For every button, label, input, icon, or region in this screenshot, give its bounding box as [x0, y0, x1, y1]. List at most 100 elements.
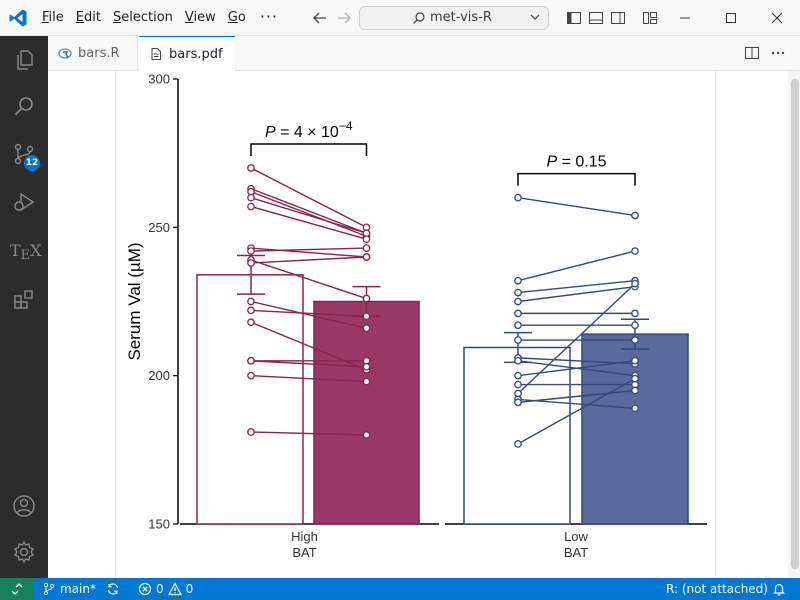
r-file-icon [58, 47, 72, 59]
notifications-button[interactable] [772, 578, 786, 600]
tab-label: bars.R [78, 46, 120, 61]
problems-indicator[interactable]: 0 0 [138, 578, 193, 600]
extensions-icon[interactable] [12, 288, 36, 312]
remote-icon [11, 583, 23, 595]
paired-line [250, 321, 367, 371]
menu-more-button[interactable]: ··· [259, 7, 279, 26]
data-point [514, 276, 522, 285]
data-point [514, 371, 522, 380]
search-icon[interactable] [12, 94, 36, 118]
paired-line [517, 283, 636, 394]
data-point [514, 288, 522, 297]
branch-indicator[interactable]: main* [42, 578, 96, 600]
data-point [247, 318, 255, 327]
status-bar: main* 0 0 R: (not attached) [0, 578, 800, 600]
activity-bar: 12 TEX [0, 36, 48, 578]
source-control-icon[interactable] [12, 142, 36, 166]
paired-line [250, 247, 367, 252]
toggle-secondary-sidebar-icon[interactable] [610, 10, 626, 26]
search-icon [413, 12, 425, 24]
editor-area: 150 200 250 300 Serum Val (µM) P = 4 × 10−4 Hi… [48, 71, 800, 578]
customize-layout-icon[interactable] [642, 10, 658, 26]
paired-line [517, 285, 636, 303]
r-session-status[interactable]: R: (not attached) [666, 578, 768, 600]
source-control-badge: 12 [24, 155, 40, 171]
data-point [631, 309, 639, 318]
minimize-button[interactable] [662, 0, 708, 36]
more-actions-icon[interactable] [770, 45, 786, 61]
paired-line [250, 300, 367, 329]
data-point [514, 380, 522, 389]
data-point [631, 404, 639, 413]
paired-line [517, 280, 636, 294]
paired-line [517, 196, 636, 217]
data-point [247, 306, 255, 315]
p-value-label: P = 0.15 [546, 154, 606, 171]
pdf-page: 150 200 250 300 Serum Val (µM) P = 4 × 10−4 Hi… [115, 71, 716, 578]
tab-bars-r[interactable]: bars.R [48, 36, 138, 71]
vscode-logo-icon [9, 9, 27, 27]
file-icon [151, 48, 161, 60]
title-bar: File Edit Selection View Go ··· met-vis-… [0, 0, 800, 36]
data-point [514, 297, 522, 306]
data-point [514, 336, 522, 344]
paired-line [517, 378, 636, 445]
data-point [362, 312, 371, 321]
menu-edit[interactable]: Edit [75, 10, 101, 25]
x-category-label: High [291, 529, 318, 544]
vertical-scrollbar[interactable] [788, 71, 800, 578]
paired-line [250, 191, 367, 237]
paired-line [250, 167, 367, 228]
menu-view[interactable]: View [184, 10, 216, 25]
run-debug-icon[interactable] [12, 190, 36, 214]
data-point [514, 398, 522, 407]
split-editor-icon[interactable] [744, 45, 760, 61]
paired-line [250, 188, 367, 234]
chevron-down-icon[interactable] [528, 10, 542, 24]
data-point [631, 336, 639, 344]
forward-arrow-icon[interactable] [334, 8, 354, 28]
warning-icon [167, 582, 182, 596]
sync-button[interactable] [106, 578, 120, 600]
settings-gear-icon[interactable] [12, 540, 36, 564]
paired-line [517, 250, 636, 282]
git-branch-icon [43, 582, 55, 596]
bar-high-first [196, 274, 304, 525]
explorer-icon[interactable] [12, 48, 36, 72]
paired-line [250, 360, 367, 368]
remote-indicator[interactable] [0, 578, 34, 600]
x-category-label: BAT [292, 545, 316, 560]
close-button[interactable] [754, 0, 800, 36]
r-session-label: R: (not attached) [666, 582, 768, 596]
data-point [514, 321, 522, 330]
account-icon[interactable] [12, 494, 36, 518]
significance-bracket [517, 172, 636, 186]
data-point [514, 193, 522, 202]
tab-bars-pdf[interactable]: bars.pdf [139, 36, 235, 71]
toggle-panel-icon[interactable] [588, 10, 604, 26]
y-tick-label: 250 [148, 220, 170, 235]
tex-icon[interactable]: TEX [10, 241, 42, 263]
data-point [631, 247, 639, 255]
warning-count: 0 [185, 582, 194, 596]
data-point [247, 247, 255, 255]
maximize-button[interactable] [708, 0, 754, 36]
paired-line [517, 360, 636, 377]
bar-chart: 150 200 250 300 Serum Val (µM) P = 4 × 10−4 Hi… [125, 72, 707, 560]
data-point [631, 211, 639, 220]
data-point [362, 253, 371, 261]
command-center[interactable]: met-vis-R [359, 6, 549, 30]
back-arrow-icon[interactable] [310, 8, 330, 28]
data-point [362, 362, 371, 371]
data-point [247, 371, 255, 380]
y-tick-label: 300 [148, 72, 170, 87]
toggle-primary-sidebar-icon[interactable] [566, 10, 582, 26]
scrollbar-thumb[interactable] [791, 79, 799, 569]
menu-file[interactable]: File [42, 10, 64, 25]
significance-bracket [250, 143, 368, 156]
menu-go[interactable]: Go [227, 10, 246, 25]
menu-selection[interactable]: Selection [112, 10, 173, 25]
data-point [247, 356, 255, 365]
data-point [631, 374, 639, 383]
y-axis-label: Serum Val (µM) [125, 242, 144, 360]
